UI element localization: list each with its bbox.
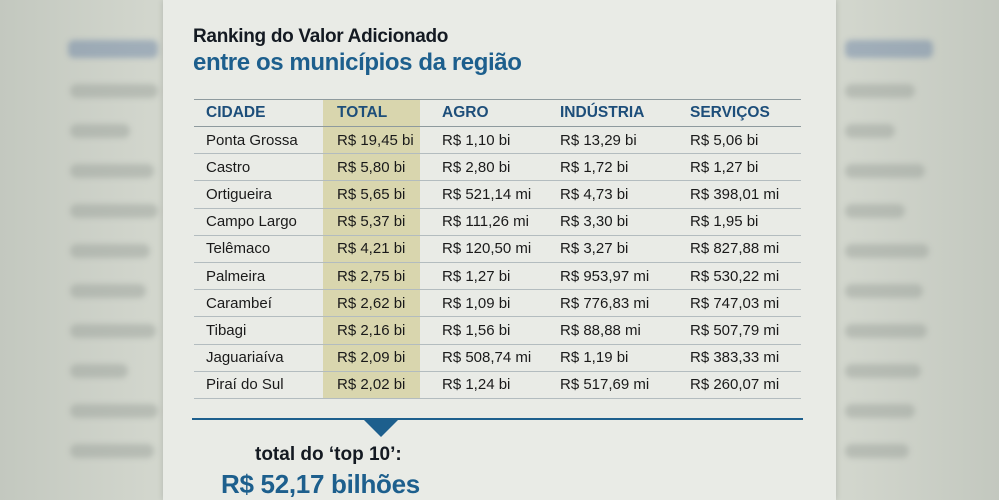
table-row: Tibagi R$ 2,16 bi R$ 1,56 bi R$ 88,88 mi… [194, 316, 801, 345]
cell-total: R$ 5,65 bi [323, 180, 420, 209]
cell-city: Piraí do Sul [194, 371, 323, 399]
cell-industry: R$ 1,72 bi [538, 153, 668, 182]
summary-label: total do ‘top 10’: [255, 444, 402, 465]
cell-city: Telêmaco [194, 235, 323, 263]
blurred-header-right [845, 40, 933, 58]
down-pointer-icon [363, 419, 399, 437]
blurred-line [70, 364, 128, 378]
ranking-table: CIDADE TOTAL AGRO INDÚSTRIA SERVIÇOS Pon… [194, 99, 801, 399]
cell-city: Palmeira [194, 262, 323, 291]
cell-agro: R$ 1,27 bi [420, 262, 538, 291]
blurred-line [845, 324, 927, 338]
cell-industry: R$ 88,88 mi [538, 316, 668, 345]
cell-total: R$ 19,45 bi [323, 126, 420, 155]
cell-total: R$ 2,62 bi [323, 289, 420, 318]
blurred-line [70, 204, 158, 218]
cell-city: Jaguariaíva [194, 344, 323, 372]
column-header-industry: INDÚSTRIA [538, 99, 668, 127]
blurred-header-left [68, 40, 158, 58]
cell-industry: R$ 953,97 mi [538, 262, 668, 291]
cell-industry: R$ 4,73 bi [538, 180, 668, 209]
cell-city: Castro [194, 153, 323, 182]
cell-agro: R$ 120,50 mi [420, 235, 538, 263]
table-row: Ponta Grossa R$ 19,45 bi R$ 1,10 bi R$ 1… [194, 126, 801, 155]
blurred-line [845, 84, 915, 98]
blurred-line [845, 444, 909, 458]
blurred-line [70, 244, 150, 258]
cell-agro: R$ 1,09 bi [420, 289, 538, 318]
blurred-line [70, 84, 158, 98]
cell-total: R$ 2,75 bi [323, 262, 420, 291]
cell-city: Ponta Grossa [194, 126, 323, 155]
cell-total: R$ 2,02 bi [323, 371, 420, 399]
column-header-services: SERVIÇOS [668, 99, 801, 127]
blurred-line [845, 164, 925, 178]
cell-services: R$ 260,07 mi [668, 371, 801, 399]
header-row: CIDADE TOTAL AGRO INDÚSTRIA SERVIÇOS [194, 99, 801, 127]
blurred-line [845, 404, 915, 418]
cell-services: R$ 1,95 bi [668, 208, 801, 236]
cell-services: R$ 507,79 mi [668, 316, 801, 345]
cell-industry: R$ 1,19 bi [538, 344, 668, 372]
blurred-line [845, 204, 905, 218]
cell-services: R$ 5,06 bi [668, 126, 801, 155]
cell-industry: R$ 13,29 bi [538, 126, 668, 155]
blurred-line [70, 164, 154, 178]
cell-agro: R$ 1,56 bi [420, 316, 538, 345]
cell-services: R$ 530,22 mi [668, 262, 801, 291]
table-row: Piraí do Sul R$ 2,02 bi R$ 1,24 bi R$ 51… [194, 371, 801, 399]
cell-industry: R$ 3,27 bi [538, 235, 668, 263]
blurred-line [70, 124, 130, 138]
column-header-total: TOTAL [323, 99, 420, 127]
cell-services: R$ 1,27 bi [668, 153, 801, 182]
cell-agro: R$ 508,74 mi [420, 344, 538, 372]
blurred-line [845, 244, 929, 258]
column-header-agro: AGRO [420, 99, 538, 127]
cell-agro: R$ 1,24 bi [420, 371, 538, 399]
cell-industry: R$ 776,83 mi [538, 289, 668, 318]
blurred-line [845, 364, 921, 378]
cell-total: R$ 5,37 bi [323, 208, 420, 236]
cell-services: R$ 383,33 mi [668, 344, 801, 372]
table-row: Campo Largo R$ 5,37 bi R$ 111,26 mi R$ 3… [194, 208, 801, 236]
cell-agro: R$ 111,26 mi [420, 208, 538, 236]
cell-total: R$ 4,21 bi [323, 235, 420, 263]
blurred-line [70, 404, 158, 418]
cell-city: Tibagi [194, 316, 323, 345]
cell-total: R$ 2,16 bi [323, 316, 420, 345]
table-row: Jaguariaíva R$ 2,09 bi R$ 508,74 mi R$ 1… [194, 344, 801, 372]
heading-line-2: entre os municípios da região [193, 49, 522, 76]
summary-value: R$ 52,17 bilhões [221, 469, 420, 499]
cell-city: Ortigueira [194, 180, 323, 209]
table-body: Ponta Grossa R$ 19,45 bi R$ 1,10 bi R$ 1… [194, 126, 801, 399]
table-row: Ortigueira R$ 5,65 bi R$ 521,14 mi R$ 4,… [194, 180, 801, 209]
cell-city: Campo Largo [194, 208, 323, 236]
blurred-line [845, 284, 923, 298]
cell-total: R$ 5,80 bi [323, 153, 420, 182]
table-row: Telêmaco R$ 4,21 bi R$ 120,50 mi R$ 3,27… [194, 235, 801, 263]
cell-industry: R$ 517,69 mi [538, 371, 668, 399]
blurred-line [845, 124, 895, 138]
summary-divider [192, 418, 803, 420]
blurred-line [70, 284, 146, 298]
column-header-city: CIDADE [194, 99, 323, 127]
table-row: Carambeí R$ 2,62 bi R$ 1,09 bi R$ 776,83… [194, 289, 801, 318]
heading-line-1: Ranking do Valor Adicionado [193, 26, 449, 47]
table-header: CIDADE TOTAL AGRO INDÚSTRIA SERVIÇOS [194, 99, 801, 127]
blurred-line [70, 324, 156, 338]
cell-city: Carambeí [194, 289, 323, 318]
cell-services: R$ 747,03 mi [668, 289, 801, 318]
table-row: Castro R$ 5,80 bi R$ 2,80 bi R$ 1,72 bi … [194, 153, 801, 182]
cell-services: R$ 398,01 mi [668, 180, 801, 209]
cell-agro: R$ 521,14 mi [420, 180, 538, 209]
ranking-card: Ranking do Valor Adicionado entre os mun… [163, 0, 836, 500]
cell-agro: R$ 2,80 bi [420, 153, 538, 182]
table-row: Palmeira R$ 2,75 bi R$ 1,27 bi R$ 953,97… [194, 262, 801, 291]
cell-services: R$ 827,88 mi [668, 235, 801, 263]
cell-industry: R$ 3,30 bi [538, 208, 668, 236]
cell-agro: R$ 1,10 bi [420, 126, 538, 155]
cell-total: R$ 2,09 bi [323, 344, 420, 372]
blurred-line [70, 444, 154, 458]
